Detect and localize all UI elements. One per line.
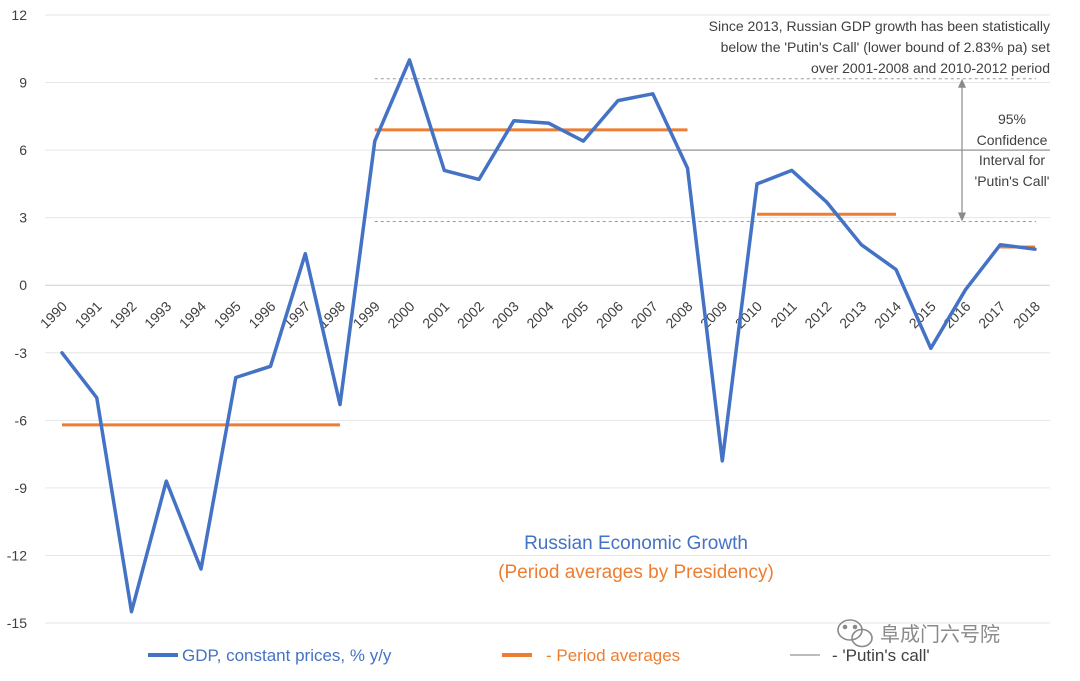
top-note-line-2: below the 'Putin's Call' (lower bound of… bbox=[721, 39, 1051, 55]
y-tick-label: -9 bbox=[15, 480, 28, 496]
x-tick-label: 1993 bbox=[141, 298, 174, 331]
y-tick-label: -12 bbox=[7, 547, 27, 563]
legend-gdp-label: GDP, constant prices, % y/y bbox=[182, 646, 392, 665]
top-note-line-3: over 2001-2008 and 2010-2012 period bbox=[811, 60, 1050, 76]
chart-subtitle: (Period averages by Presidency) bbox=[498, 562, 774, 583]
x-tick-label: 1996 bbox=[245, 298, 278, 331]
x-tick-label: 1994 bbox=[176, 298, 209, 331]
gridlines bbox=[45, 14, 1050, 624]
x-tick-label: 2018 bbox=[1010, 298, 1043, 331]
x-tick-label: 1991 bbox=[72, 298, 105, 331]
legend-period-averages-label: - Period averages bbox=[546, 646, 680, 665]
x-tick-label: 2008 bbox=[662, 298, 695, 331]
y-tick-label: 9 bbox=[19, 75, 27, 91]
watermark: 阜成门六号院 bbox=[837, 619, 1000, 648]
ci-label-line-3: Interval for bbox=[979, 152, 1045, 168]
chart-title: Russian Economic Growth bbox=[524, 533, 748, 554]
x-tick-label: 1990 bbox=[37, 298, 70, 331]
y-tick-label: -3 bbox=[15, 345, 28, 361]
ci-label-line-4: 'Putin's Call' bbox=[975, 173, 1050, 189]
x-tick-label: 2003 bbox=[489, 298, 522, 331]
y-tick-label: -15 bbox=[7, 615, 27, 631]
x-tick-label: 2013 bbox=[836, 298, 869, 331]
chart-title-group: Russian Economic Growth (Period averages… bbox=[498, 533, 774, 583]
wechat-icon bbox=[837, 619, 873, 648]
y-tick-label: 3 bbox=[19, 210, 27, 226]
x-tick-label: 2017 bbox=[975, 298, 1008, 331]
period-averages-group bbox=[62, 128, 1035, 427]
x-tick-label: 1995 bbox=[211, 298, 244, 331]
x-tick-label: 2004 bbox=[523, 298, 556, 331]
y-axis-tick-labels: 12 9 6 3 0 -3 -6 -9 -12 -15 bbox=[7, 7, 27, 631]
x-tick-label: 2002 bbox=[454, 298, 487, 331]
legend: GDP, constant prices, % y/y - Period ave… bbox=[148, 646, 930, 665]
ci-label-line-2: Confidence bbox=[977, 132, 1048, 148]
y-tick-label: 12 bbox=[11, 7, 27, 23]
ci-label-line-1: 95% bbox=[998, 111, 1026, 127]
annotation-group: Since 2013, Russian GDP growth has been … bbox=[709, 18, 1050, 189]
x-tick-label: 2010 bbox=[732, 298, 765, 331]
y-tick-label: -6 bbox=[15, 412, 28, 428]
putins-call-group bbox=[374, 78, 1050, 222]
ci-arrow-head-down bbox=[958, 212, 966, 222]
x-tick-label: 2007 bbox=[628, 298, 661, 331]
x-tick-label: 2012 bbox=[801, 298, 834, 331]
top-note-line-1: Since 2013, Russian GDP growth has been … bbox=[709, 18, 1050, 34]
gdp-series-line bbox=[60, 58, 1037, 614]
legend-putins-call-label: - 'Putin's call' bbox=[832, 646, 930, 665]
gdp-series-group bbox=[60, 58, 1037, 614]
x-tick-label: 2014 bbox=[871, 298, 904, 331]
x-tick-label: 1992 bbox=[106, 298, 139, 331]
y-tick-label: 6 bbox=[19, 142, 27, 158]
x-tick-label: 2000 bbox=[384, 298, 417, 331]
x-tick-label: 2006 bbox=[593, 298, 626, 331]
ci-arrow-head-up bbox=[958, 78, 966, 88]
watermark-text: 阜成门六号院 bbox=[880, 623, 1000, 646]
y-tick-label: 0 bbox=[19, 277, 27, 293]
x-tick-label: 2001 bbox=[419, 298, 452, 331]
x-tick-label: 2011 bbox=[767, 298, 800, 331]
x-tick-label: 2005 bbox=[558, 298, 591, 331]
x-axis-tick-labels: 1990 1991 1992 1993 1994 1995 1996 1997 1998 1999… bbox=[37, 298, 1043, 331]
